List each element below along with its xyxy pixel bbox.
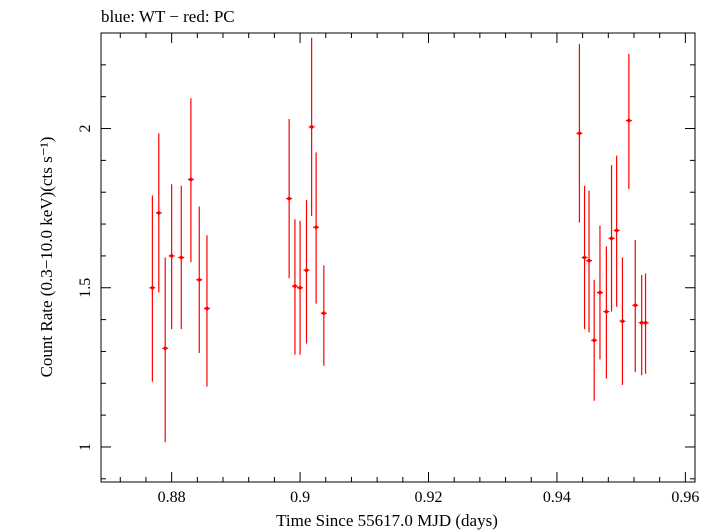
data-point <box>291 219 298 355</box>
point-marker <box>179 255 184 260</box>
data-point <box>178 185 185 330</box>
point-marker <box>314 225 318 230</box>
data-point <box>187 98 194 263</box>
x-tick-label: 0.92 <box>415 489 443 506</box>
point-marker <box>287 196 291 201</box>
data-point <box>625 53 632 190</box>
point-marker <box>309 125 314 129</box>
data-point <box>596 225 603 360</box>
x-axis: 0.88 0.9 0.92 0.94 0.96 <box>119 33 699 506</box>
point-marker <box>598 290 602 295</box>
data-point <box>168 184 175 330</box>
data-point <box>303 200 310 344</box>
data-points-pc <box>149 37 649 443</box>
data-point <box>297 220 304 355</box>
data-point <box>320 265 327 366</box>
data-point <box>286 118 293 279</box>
point-marker <box>639 320 644 325</box>
data-point <box>608 165 615 312</box>
data-point <box>591 279 598 401</box>
data-point <box>613 155 620 307</box>
data-point <box>619 257 626 385</box>
data-point <box>576 44 583 223</box>
data-point <box>313 152 320 304</box>
point-marker <box>633 303 638 308</box>
point-marker <box>614 228 619 233</box>
point-marker <box>150 285 155 290</box>
y-axis: 11.52 <box>77 32 695 480</box>
point-marker <box>587 258 591 263</box>
x-tick-label: 0.94 <box>543 489 571 506</box>
point-marker <box>298 285 302 290</box>
point-marker <box>163 346 168 351</box>
y-tick-label: 1.5 <box>77 278 94 298</box>
data-point <box>308 37 315 217</box>
point-marker <box>293 284 297 288</box>
data-point <box>203 235 210 387</box>
y-tick-label: 1 <box>77 443 94 451</box>
plot-frame <box>100 32 696 483</box>
point-marker <box>205 306 209 311</box>
point-marker <box>197 277 202 282</box>
data-point <box>603 246 610 379</box>
data-point <box>581 185 588 330</box>
data-point <box>196 206 203 354</box>
x-axis-label: Time Since 55617.0 MJD (days) <box>276 511 498 530</box>
data-point <box>155 133 162 293</box>
data-point <box>642 273 649 374</box>
data-point <box>632 239 639 373</box>
point-marker <box>643 320 648 325</box>
x-tick-label: 0.88 <box>158 489 186 506</box>
x-tick-label: 0.9 <box>290 489 310 506</box>
point-marker <box>627 118 631 123</box>
point-marker <box>582 255 587 260</box>
point-marker <box>169 254 174 258</box>
data-point <box>149 195 156 382</box>
point-marker <box>156 211 161 215</box>
point-marker <box>609 236 614 241</box>
y-axis-label: Count Rate (0.3−10.0 keV)(cts s⁻¹) <box>37 137 56 378</box>
point-marker <box>189 177 193 182</box>
data-point <box>162 257 169 443</box>
x-tick-label: 0.96 <box>671 489 699 506</box>
point-marker <box>304 268 309 273</box>
point-marker <box>322 311 326 316</box>
point-marker <box>592 338 596 343</box>
data-point <box>586 190 593 333</box>
y-tick-label: 2 <box>77 125 94 133</box>
point-marker <box>577 131 582 136</box>
chart-title: blue: WT − red: PC <box>101 7 235 26</box>
point-marker <box>604 309 609 314</box>
data-point <box>638 275 645 376</box>
point-marker <box>620 319 625 323</box>
